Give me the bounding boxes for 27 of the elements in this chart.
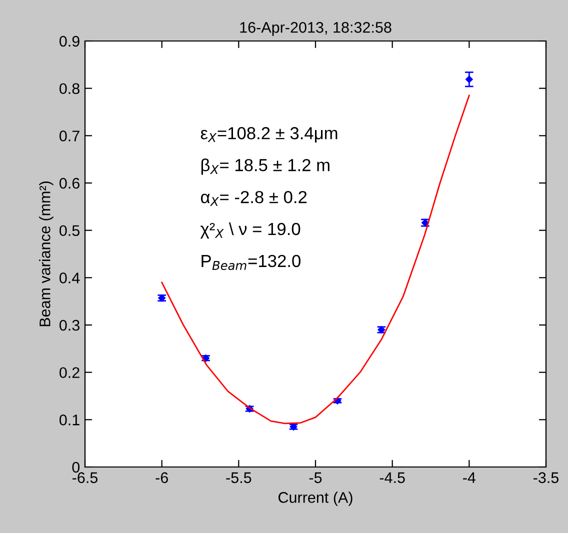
x-axis-title: Current (A) (278, 492, 352, 506)
x-tick-label: -3.5 (534, 472, 559, 484)
x-tick-label: -5.5 (226, 472, 252, 484)
x-tick-label: -4 (463, 472, 476, 483)
annotation: ε$_{X}$=108.2 ± 3.4μm (200, 127, 338, 143)
y-tick-label: 0 (72, 462, 80, 473)
y-tick-label: 0.7 (60, 130, 80, 142)
chart-title: 16-Apr-2013, 18:32:58 (240, 22, 392, 36)
y-tick-label: 0.3 (60, 320, 80, 331)
x-tick-label: -6 (156, 472, 168, 484)
y-tick-label: 0.1 (60, 414, 80, 426)
point (466, 76, 473, 83)
y-tick-label: 0.8 (60, 83, 80, 94)
line-series (161, 94, 470, 424)
x-tick-label: -5 (309, 472, 322, 484)
x-tick-label: -4.5 (380, 472, 405, 484)
annotation: P$_{Beam}$=132.0 (202, 254, 300, 270)
y-tick-label: 0.4 (60, 272, 80, 284)
y-tick-label: 0.2 (60, 367, 80, 378)
y-axis-title: Beam variance (mm²) (39, 182, 54, 326)
annotation: χ²$_{X}$ \ ν = 19.0 (200, 222, 300, 239)
y-tick-label: 0.5 (60, 225, 80, 236)
y-tick-label: 0.9 (60, 36, 80, 47)
x-tick-label: -6.5 (72, 472, 98, 484)
y-tick-label: 0.6 (60, 178, 80, 189)
annotation: α$_{X}$= -2.8 ± 0.2 (200, 190, 307, 206)
annotation: β$_{X}$= 18.5 ± 1.2 m (201, 158, 330, 175)
